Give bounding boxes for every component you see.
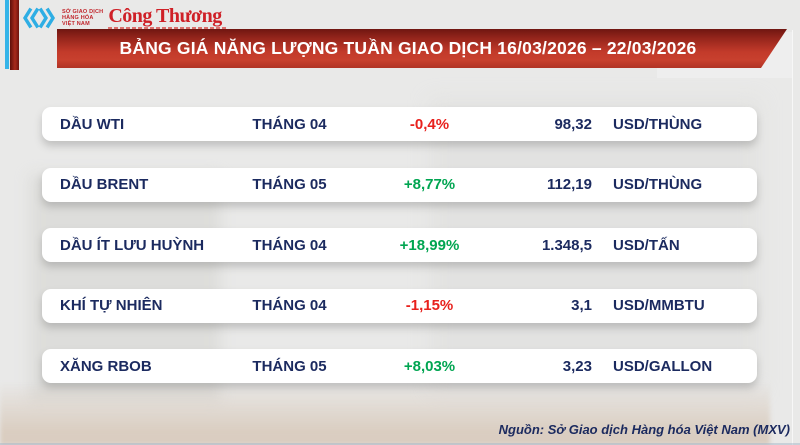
commodity-name: XĂNG RBOB: [60, 357, 152, 375]
commodity-name: DẦU WTI: [60, 115, 125, 133]
price-row: DẦU ÍT LƯU HUỲNH THÁNG 04 +18,99% 1.348,…: [42, 228, 757, 262]
price-unit: USD/TẤN: [613, 236, 680, 254]
commodity-name: DẦU ÍT LƯU HUỲNH: [60, 236, 205, 254]
change-value: +8,77%: [403, 176, 456, 193]
mxv-logo-line: VIỆT NAM: [62, 21, 90, 27]
price-value: 98,32: [554, 115, 592, 133]
cong-thuong-logo: Công Thương: [108, 5, 222, 27]
price-row: XĂNG RBOB THÁNG 05 +8,03% 3,23 USD/GALLO…: [42, 349, 757, 383]
commodity-name: KHÍ TỰ NHIÊN: [60, 297, 163, 314]
price-value: 1.348,5: [541, 236, 592, 254]
contract-month: THÁNG 04: [252, 115, 327, 133]
change-value: +18,99%: [399, 236, 460, 254]
price-unit: USD/THÙNG: [613, 176, 703, 193]
contract-month: THÁNG 04: [252, 297, 327, 314]
price-value: 112,19: [546, 176, 592, 193]
contract-month: THÁNG 05: [252, 357, 327, 375]
price-table: DẦU WTI THÁNG 04 -0,4% 98,32 USD/THÙNG D…: [42, 107, 757, 410]
page-title: BẢNG GIÁ NĂNG LƯỢNG TUẦN GIAO DỊCH 16/03…: [119, 38, 697, 58]
title-banner: BẢNG GIÁ NĂNG LƯỢNG TUẦN GIAO DỊCH 16/03…: [57, 29, 787, 68]
source-note: Nguồn: Sở Giao dịch Hàng hóa Việt Nam (M…: [498, 422, 790, 437]
mxv-logo-line: HÀNG HÓA: [62, 15, 94, 21]
cong-thuong-tagline: [108, 27, 227, 30]
header-logos: SỞ GIAO DỊCH HÀNG HÓA VIỆT NAM Công Thươ…: [22, 5, 227, 30]
price-unit: USD/THÙNG: [613, 115, 703, 133]
contract-month: THÁNG 04: [252, 236, 327, 254]
background-divider: [792, 30, 793, 445]
price-value: 3,23: [562, 357, 592, 375]
change-value: -0,4%: [409, 115, 450, 133]
price-value: 3,1: [571, 297, 592, 314]
change-value: -1,15%: [405, 297, 454, 314]
mxv-logo-line: SỞ GIAO DỊCH: [62, 9, 104, 15]
mxv-logo-text: SỞ GIAO DỊCH HÀNG HÓA VIỆT NAM: [62, 9, 103, 27]
price-unit: USD/MMBTU: [613, 297, 705, 314]
contract-month: THÁNG 05: [252, 176, 327, 193]
change-value: +8,03%: [403, 357, 456, 375]
price-row: DẦU BRENT THÁNG 05 +8,77% 112,19 USD/THÙ…: [42, 167, 757, 202]
commodity-name: DẦU BRENT: [60, 176, 149, 193]
price-row: KHÍ TỰ NHIÊN THÁNG 04 -1,15% 3,1 USD/MMB…: [42, 288, 757, 323]
price-row: DẦU WTI THÁNG 04 -0,4% 98,32 USD/THÙNG: [42, 107, 757, 141]
mxv-chevron-icon: [22, 7, 56, 29]
left-accent-red-stripe: [10, 0, 19, 70]
left-accent-cyan-stripe: [5, 0, 9, 69]
price-unit: USD/GALLON: [613, 357, 713, 375]
